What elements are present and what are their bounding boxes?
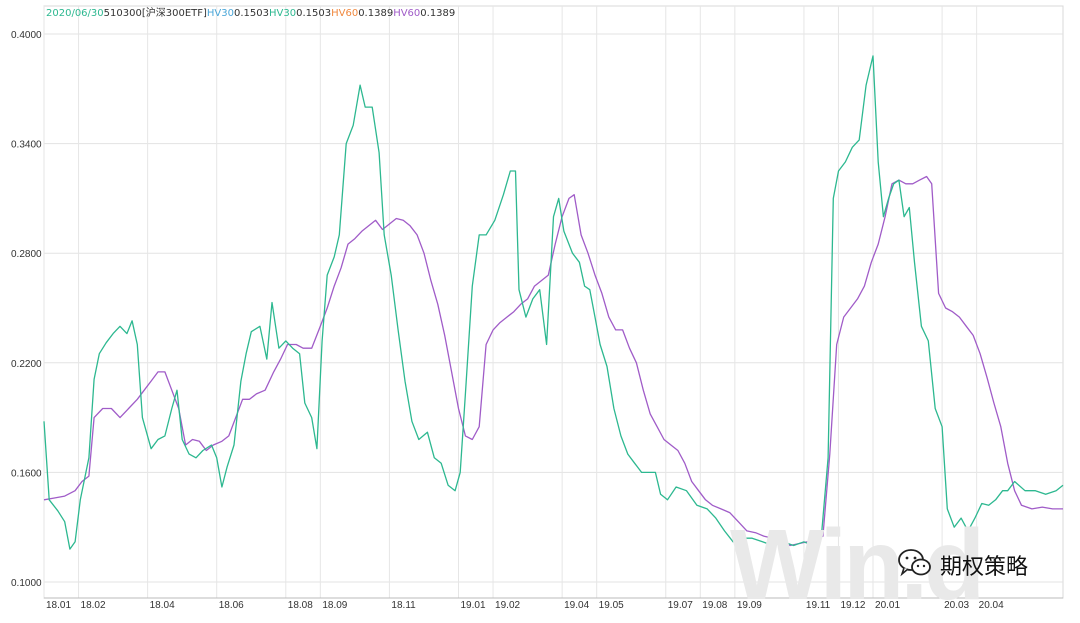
chart-legend: 2020/06/30510300[沪深300ETF]HV300.1503HV30… <box>46 4 455 19</box>
series-layer <box>43 55 1064 550</box>
series-line-hv60 <box>43 175 1063 547</box>
y-tick-label: 0.3400 <box>11 140 42 151</box>
x-tick-label: 18.09 <box>322 600 347 611</box>
y-tick-label: 0.4000 <box>11 30 42 41</box>
x-tick-label: 18.01 <box>46 600 71 611</box>
x-tick-label: 19.12 <box>840 600 865 611</box>
legend-item-value: 0.1503 <box>234 8 269 19</box>
grid-layer <box>43 5 1064 599</box>
x-tick-label: 20.01 <box>875 600 900 611</box>
legend-item-label: HV60 <box>393 8 421 19</box>
series-line-hv30 <box>43 55 1064 550</box>
wechat-icon <box>898 548 932 583</box>
legend-item-label: HV30 <box>269 8 297 19</box>
wind-watermark: Win.d <box>730 509 985 621</box>
y-tick-label: 0.2200 <box>11 359 42 370</box>
x-tick-label: 18.02 <box>81 600 106 611</box>
legend-name: [沪深300ETF] <box>141 8 207 19</box>
x-tick-label: 20.04 <box>979 600 1004 611</box>
x-tick-label: 19.07 <box>668 600 693 611</box>
legend-code: 510300 <box>103 8 142 19</box>
x-tick-label: 19.05 <box>599 600 624 611</box>
x-tick-label: 18.06 <box>219 600 244 611</box>
legend-date: 2020/06/30 <box>46 8 104 19</box>
x-tick-label: 20.03 <box>944 600 969 611</box>
legend-item-value: 0.1503 <box>296 8 332 19</box>
x-tick-label: 18.11 <box>391 600 416 611</box>
x-axis-labels: 18.01 18.02 18.04 18.06 18.08 18.09 18.11 19.01… <box>46 600 1004 611</box>
legend-item-value: 0.1389 <box>420 8 456 19</box>
x-tick-label: 19.04 <box>564 600 589 611</box>
brand-name: 期权策略 <box>940 555 1029 580</box>
x-tick-label: 19.08 <box>702 600 727 611</box>
legend-item-value: 0.1389 <box>358 8 394 19</box>
x-tick-label: 19.02 <box>495 600 520 611</box>
legend-item-label: HV60 <box>331 8 359 19</box>
x-tick-label: 19.11 <box>806 600 831 611</box>
x-tick-label: 18.08 <box>288 600 313 611</box>
brand-badge: 期权策略 <box>898 548 1028 582</box>
y-tick-label: 0.1000 <box>11 578 42 589</box>
x-tick-label: 18.04 <box>150 600 175 611</box>
y-axis-labels: 0.4000 0.3400 0.2800 0.2200 0.1600 0.1000 <box>11 30 42 589</box>
x-tick-label: 19.01 <box>461 600 486 611</box>
legend-item-label: HV30 <box>206 8 234 19</box>
x-tick-label: 19.09 <box>737 600 762 611</box>
y-tick-label: 0.1600 <box>11 468 42 479</box>
y-tick-label: 0.2800 <box>11 249 42 260</box>
